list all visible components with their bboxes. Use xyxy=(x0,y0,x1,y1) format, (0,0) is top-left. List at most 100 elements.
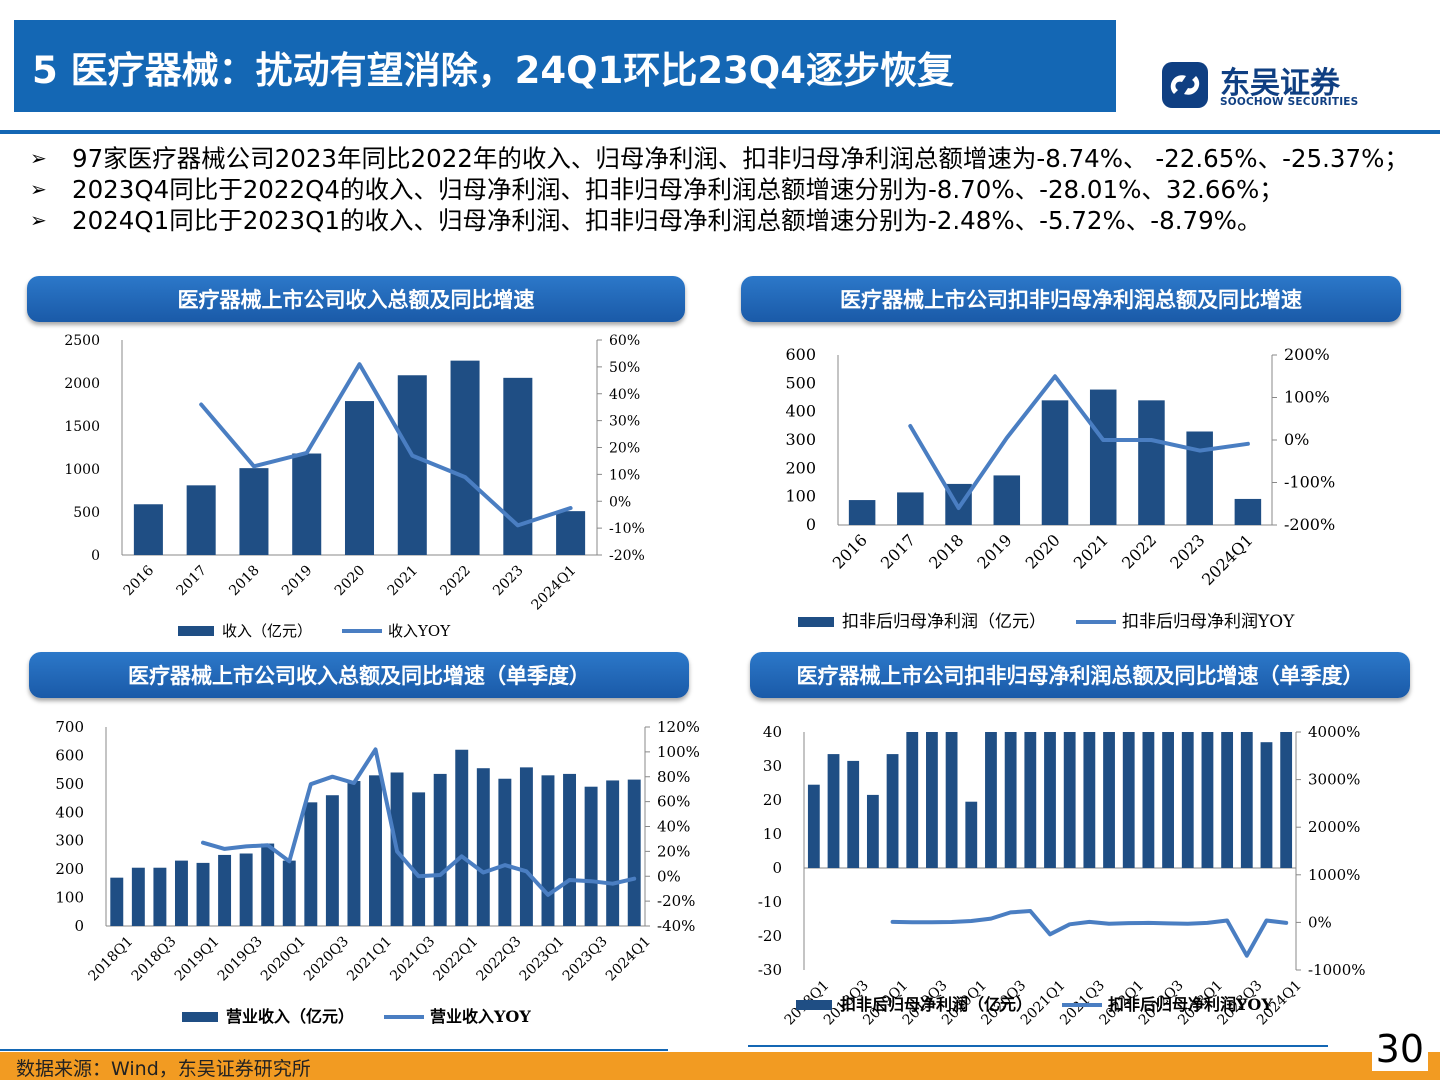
chart-annual-profit: 0 100 200 300 400 500 600 -200% -100% 0% 100% 200% 2… xyxy=(785,345,1335,632)
bar xyxy=(397,375,427,555)
bar xyxy=(1041,400,1069,525)
bar xyxy=(1260,742,1273,868)
bar xyxy=(347,781,361,926)
x-tick-label: 2024Q1 xyxy=(1198,530,1257,589)
bar xyxy=(1083,732,1096,868)
bar xyxy=(807,784,820,868)
bar xyxy=(186,485,216,555)
x-tick-label: 2023 xyxy=(1166,530,1208,572)
x-tick-label: 2022 xyxy=(437,563,474,600)
footer-divider-right xyxy=(748,1045,1328,1047)
bar xyxy=(1063,732,1076,868)
bar xyxy=(584,786,598,926)
y-right-tick-label: 20% xyxy=(609,441,640,457)
chart-quarterly-profit: -30 -20 -10 0 10 20 30 40 -1000% 0% 1000% 2000% 3000… xyxy=(758,723,1366,1028)
x-tick-label: 2019 xyxy=(279,563,316,600)
legend-label: 扣非后归母净利润（亿元） xyxy=(840,995,1032,1014)
bar xyxy=(556,511,586,555)
yoy-line xyxy=(199,362,573,528)
brand-logo: 东吴证券 SOOCHOW SECURITIES xyxy=(1160,58,1390,114)
y-right-tick-label: 4000% xyxy=(1308,723,1360,741)
legend-label: 营业收入（亿元） xyxy=(226,1007,354,1026)
panel-title-annual-profit: 医疗器械上市公司扣非归母净利润总额及同比增速 xyxy=(741,276,1401,322)
x-tick-label: 2018Q3 xyxy=(129,934,180,985)
footer-bar: 数据来源：Wind，东吴证券研究所 xyxy=(0,1052,1440,1080)
bar xyxy=(847,760,860,868)
bar xyxy=(131,867,145,926)
legend-bar-swatch xyxy=(178,626,214,636)
y-left-tick-label: 700 xyxy=(55,718,84,736)
y-left-tick-label: 0 xyxy=(74,917,84,935)
footer-divider xyxy=(0,1049,668,1051)
bar xyxy=(292,453,322,555)
bar xyxy=(1280,732,1293,868)
chart-quarterly-revenue: 0 100 200 300 400 500 600 700 -40% -20% 0% 20% 40% 60… xyxy=(55,718,700,1026)
bar xyxy=(1240,732,1253,868)
bar xyxy=(110,877,124,926)
page-title: 5 医疗器械：扰动有望消除，24Q1环比23Q4逐步恢复 xyxy=(32,49,954,92)
y-left-tick-label: 400 xyxy=(785,402,816,421)
panel-title-annual-revenue: 医疗器械上市公司收入总额及同比增速 xyxy=(27,276,685,322)
y-right-tick-label: 200% xyxy=(1284,345,1330,364)
bar xyxy=(945,732,958,868)
y-left-tick-label: 1500 xyxy=(64,419,100,435)
bar xyxy=(627,779,641,926)
y-left-tick-label: 200 xyxy=(785,458,816,477)
data-source: 数据来源：Wind，东吴证券研究所 xyxy=(16,1058,311,1080)
x-tick-label: 2023 xyxy=(490,563,527,600)
panel-title-quarterly-profit: 医疗器械上市公司扣非归母净利润总额及同比增速（单季度） xyxy=(750,652,1410,698)
bar xyxy=(1186,431,1213,525)
y-right-tick-label: 40% xyxy=(609,387,640,403)
y-right-tick-label: 40% xyxy=(657,818,690,836)
legend-bar-swatch xyxy=(182,1012,218,1022)
bar xyxy=(1122,732,1135,868)
bar xyxy=(1142,732,1155,868)
legend-label: 收入（亿元） xyxy=(222,622,312,640)
x-tick-label: 2020 xyxy=(332,563,369,600)
legend-label: 扣非后归母净利润YOY xyxy=(1108,995,1273,1014)
panel-title-quarterly-revenue: 医疗器械上市公司收入总额及同比增速（单季度） xyxy=(29,652,689,698)
x-tick-label: 2021Q3 xyxy=(387,934,438,985)
bar xyxy=(1162,732,1174,868)
bar xyxy=(476,768,490,926)
bar xyxy=(606,780,620,926)
bar xyxy=(1103,732,1115,868)
y-right-tick-label: 30% xyxy=(609,414,640,430)
y-left-tick-label: 500 xyxy=(785,373,816,392)
bar xyxy=(1089,389,1117,525)
y-left-tick-label: 2000 xyxy=(64,376,100,392)
bar xyxy=(433,773,447,926)
bar xyxy=(503,377,533,555)
bullet-item: ➢ 2023Q4同比于2022Q4的收入、归母净利润、扣非归母净利润总额增速分别… xyxy=(30,174,1430,205)
y-right-tick-label: 120% xyxy=(657,718,700,736)
bar xyxy=(196,862,210,926)
y-left-tick-label: 10 xyxy=(763,825,782,843)
legend-label: 扣非后归母净利润YOY xyxy=(1122,612,1295,632)
bar xyxy=(174,860,188,926)
bar xyxy=(1181,732,1194,868)
yoy-line xyxy=(908,374,1250,510)
bar xyxy=(1004,732,1017,868)
y-right-tick-label: 0% xyxy=(1284,430,1309,449)
bar xyxy=(218,854,232,926)
y-left-tick-label: 200 xyxy=(55,860,84,878)
title-bar: 5 医疗器械：扰动有望消除，24Q1环比23Q4逐步恢复 xyxy=(14,20,1116,112)
bullet-text: 2024Q1同比于2023Q1的收入、归母净利润、扣非归母净利润总额增速分别为-… xyxy=(72,206,1262,235)
x-tick-label: 2016 xyxy=(829,530,871,572)
x-tick-label: 2019Q3 xyxy=(215,934,266,985)
bar xyxy=(906,732,919,868)
bar xyxy=(450,360,480,555)
y-right-tick-label: 100% xyxy=(657,743,700,761)
x-tick-label: 2018Q1 xyxy=(85,934,136,985)
y-left-tick-label: 100 xyxy=(785,487,816,506)
y-right-tick-label: -40% xyxy=(657,917,695,935)
bar xyxy=(1221,732,1234,868)
x-tick-label: 2019 xyxy=(973,530,1015,572)
y-left-tick-label: 0 xyxy=(806,515,816,534)
bar xyxy=(455,749,469,926)
y-left-tick-label: 500 xyxy=(73,505,100,521)
y-right-tick-label: 20% xyxy=(657,842,690,860)
bullet-item: ➢ 97家医疗器械公司2023年同比2022年的收入、归母净利润、扣非归母净利润… xyxy=(30,143,1430,174)
y-right-tick-label: -200% xyxy=(1284,515,1335,534)
x-tick-label: 2020 xyxy=(1022,530,1064,572)
